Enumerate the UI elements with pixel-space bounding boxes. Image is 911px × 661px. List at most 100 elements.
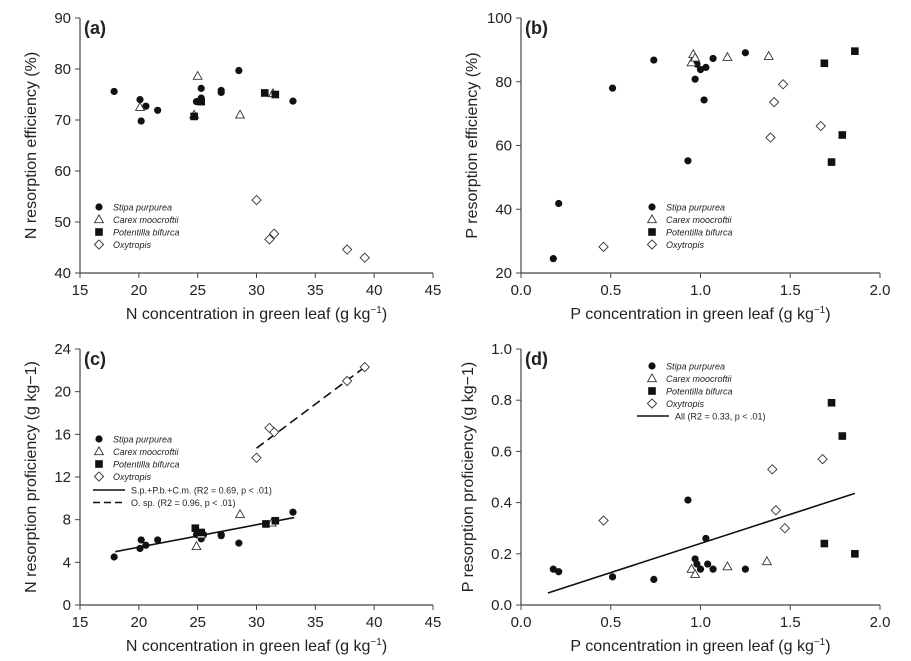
data-point-carex-moocroftii (686, 563, 697, 573)
data-point-potentilla-bifurca (851, 47, 859, 55)
legend: Stipa purpurea Carex moocroftii Potentilla… (646, 362, 733, 409)
data-point-oxytropis (341, 375, 353, 387)
legend-marker-oxytropis (646, 239, 658, 250)
data-point-stipa-purpurea (555, 199, 563, 208)
legend-label: Potentilla bifurca (113, 228, 180, 238)
y-axis-label: N resorption efficiency (%) (23, 52, 40, 239)
x-axis-label-exponent: −1 (370, 305, 382, 316)
legend-label: Stipa purpurea (666, 203, 725, 213)
data-point-stipa-purpurea (142, 541, 150, 549)
y-tick-label: 1.0 (491, 341, 512, 358)
series-potentilla-bifurca (820, 47, 859, 166)
legend-label: Oxytropis (666, 399, 705, 409)
legend: Stipa purpurea Carex moocroftii Potentilla… (93, 203, 180, 250)
data-point-stipa-purpurea (691, 75, 699, 83)
series-carex-moocroftii (686, 555, 773, 578)
data-point-oxytropis (767, 464, 778, 475)
legend-marker-oxytropis (93, 239, 105, 250)
x-tick-label: 45 (425, 282, 442, 299)
legend-label: Carex moocroftii (113, 447, 180, 457)
data-point-potentilla-bifurca (260, 89, 269, 97)
series-potentilla-bifurca (191, 516, 280, 537)
legend-marker-carex-moocroftii (93, 445, 105, 456)
data-point-carex-moocroftii (689, 52, 701, 62)
data-point-stipa-purpurea (235, 539, 243, 547)
x-tick-label: 0.5 (600, 614, 621, 631)
data-point-stipa-purpurea (137, 536, 145, 544)
x-axis-label-exponent: −1 (814, 637, 826, 648)
legend-label: Oxytropis (666, 240, 705, 250)
data-point-stipa-purpurea (702, 534, 710, 543)
x-axis-label: P concentration in green leaf (g kg−1) (570, 637, 830, 655)
data-point-carex-moocroftii (134, 101, 146, 111)
data-point-oxytropis (264, 234, 275, 245)
legend-label: Stipa purpurea (666, 362, 725, 372)
data-point-stipa-purpurea (741, 565, 749, 573)
data-point-carex-moocroftii (234, 109, 246, 119)
y-tick-label: 16 (54, 426, 71, 443)
data-point-oxytropis (251, 194, 262, 206)
y-tick-label: 0.2 (491, 546, 512, 563)
x-tick-label: 2.0 (870, 282, 891, 299)
series-stipa-purpurea (549, 496, 749, 584)
y-tick-label: 60 (495, 138, 512, 155)
data-point-potentilla-bifurca (262, 520, 270, 528)
legend-label: Potentilla bifurca (666, 387, 733, 397)
data-point-carex-moocroftii (191, 540, 202, 550)
series-oxytropis (251, 361, 370, 464)
data-point-potentilla-bifurca (271, 516, 280, 525)
y-tick-label: 40 (54, 265, 71, 282)
data-point-stipa-purpurea (650, 575, 658, 584)
legend-marker-stipa-purpurea (648, 362, 656, 370)
y-tick-label: 0 (63, 597, 71, 614)
x-tick-label: 15 (72, 614, 89, 631)
legend-marker-potentilla-bifurca (648, 387, 656, 395)
x-tick-label: 2.0 (870, 614, 891, 631)
data-point-stipa-purpurea (555, 568, 563, 576)
data-point-carex-moocroftii (686, 57, 697, 67)
legend: Stipa purpurea Carex moocroftii Potentilla… (93, 435, 180, 482)
x-axis-label-text: N concentration in green leaf (g kg (126, 306, 371, 323)
y-tick-label: 8 (63, 512, 71, 529)
data-point-stipa-purpurea (110, 87, 118, 96)
panel-a: 15 20 25 30 35 40 45 40 50 60 70 80 90 (a) N concentra… (23, 10, 441, 323)
x-axis-label-exponent: −1 (370, 637, 382, 648)
data-point-carex-moocroftii (722, 561, 733, 571)
data-point-carex-moocroftii (763, 50, 774, 60)
data-point-stipa-purpurea (136, 544, 144, 553)
x-axis-label: P concentration in green leaf (g kg−1) (570, 305, 830, 323)
data-point-stipa-purpurea (289, 508, 297, 516)
data-point-oxytropis (598, 241, 609, 253)
x-tick-label: 1.0 (690, 282, 711, 299)
legend-marker-carex-moocroftii (646, 213, 658, 224)
x-tick-label: 1.0 (690, 614, 711, 631)
data-point-potentilla-bifurca (197, 97, 205, 106)
x-tick-label: 0.0 (511, 282, 532, 299)
data-point-stipa-purpurea (608, 84, 617, 92)
data-point-carex-moocroftii (192, 70, 203, 80)
y-tick-label: 50 (54, 214, 71, 231)
fit-legend-label: O. sp. (R2 = 0.96, p < .01) (131, 498, 236, 508)
legend-label: Stipa purpurea (113, 435, 172, 445)
data-point-stipa-purpurea (741, 49, 749, 57)
data-point-stipa-purpurea (693, 560, 701, 568)
series-oxytropis (598, 79, 827, 253)
data-point-carex-moocroftii (761, 555, 773, 566)
data-point-oxytropis (268, 228, 280, 239)
data-point-stipa-purpurea (684, 157, 692, 165)
data-point-oxytropis (359, 361, 370, 373)
data-point-stipa-purpurea (608, 573, 617, 581)
legend-marker-potentilla-bifurca (648, 228, 656, 236)
data-point-potentilla-bifurca (838, 432, 847, 440)
data-point-potentilla-bifurca (827, 158, 836, 166)
data-point-stipa-purpurea (709, 54, 717, 63)
x-tick-label: 35 (307, 282, 324, 299)
data-point-potentilla-bifurca (197, 528, 205, 537)
panel-label: (d) (525, 349, 548, 369)
data-point-potentilla-bifurca (190, 112, 198, 121)
y-tick-label: 90 (54, 10, 71, 27)
y-tick-label: 20 (54, 384, 71, 401)
x-axis-label-text: P concentration in green leaf (g kg (570, 306, 813, 323)
legend-marker-stipa-purpurea (95, 203, 103, 211)
